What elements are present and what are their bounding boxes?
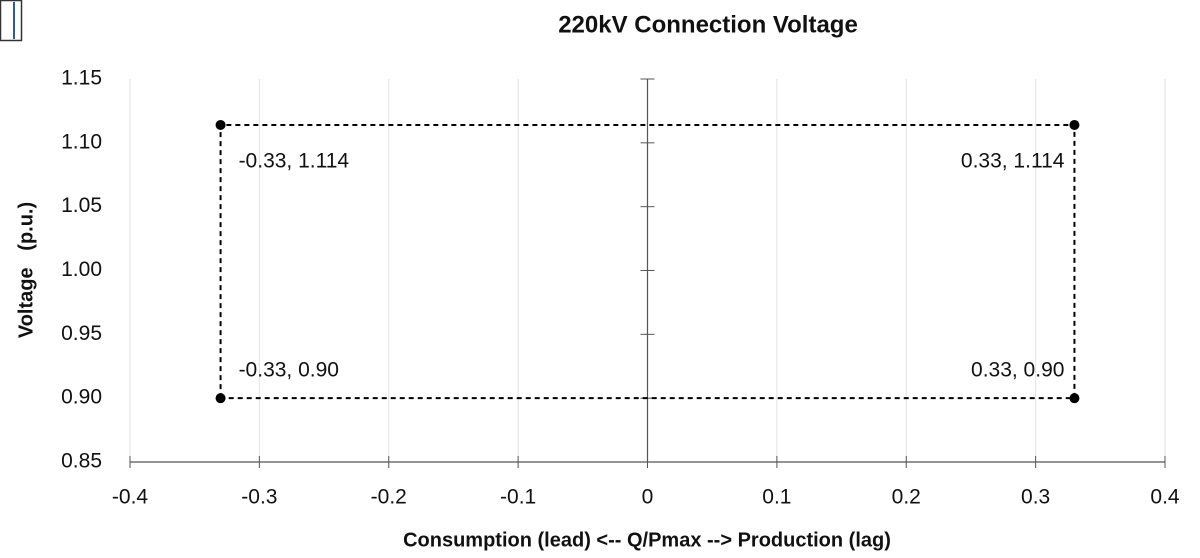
x-tick-label: -0.3 [241, 486, 277, 509]
data-label: 0.33, 0.90 [971, 359, 1064, 382]
y-tick-label: 1.05 [61, 194, 102, 217]
data-label: 0.33, 1.114 [961, 150, 1065, 173]
y-tick-label: 1.10 [61, 130, 102, 153]
x-tick-label: 0.2 [892, 486, 921, 509]
data-label: -0.33, 0.90 [239, 359, 339, 382]
x-tick-label: 0.4 [1150, 486, 1180, 509]
y-tick-label: 1.00 [61, 258, 102, 281]
x-tick-label: -0.4 [112, 486, 149, 509]
data-point [1069, 119, 1080, 130]
y-tick-label: 0.90 [61, 386, 102, 409]
x-tick-label: 0.1 [762, 486, 791, 509]
x-tick-label: 0 [642, 486, 654, 509]
data-point [215, 119, 226, 130]
ui-box [0, 0, 23, 42]
y-tick-label: 0.85 [61, 450, 102, 473]
x-axis-label: Consumption (lead) <-- Q/Pmax --> Produc… [403, 529, 891, 551]
x-tick-label: -0.1 [500, 486, 536, 509]
data-point [215, 393, 226, 404]
data-label: -0.33, 1.114 [239, 150, 350, 173]
y-axis-label: Voltage (p.u.) [15, 202, 37, 338]
x-tick-label: -0.2 [371, 486, 407, 509]
y-tick-label: 0.95 [61, 322, 102, 345]
chart-title: 220kV Connection Voltage [558, 11, 858, 38]
x-tick-label: 0.3 [1021, 486, 1050, 509]
data-point [1069, 393, 1080, 404]
y-tick-label: 1.15 [61, 67, 102, 90]
